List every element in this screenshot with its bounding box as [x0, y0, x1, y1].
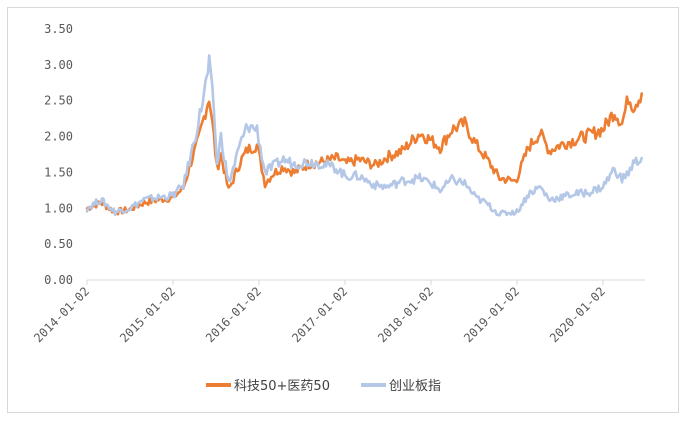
y-tick-label: 0.50 — [44, 237, 73, 251]
y-tick-label: 0.00 — [44, 273, 73, 287]
x-tick-label: 2017-01-02 — [289, 284, 350, 345]
x-tick-label: 2015-01-02 — [117, 284, 178, 345]
x-tick-label: 2018-01-02 — [375, 284, 436, 345]
series-line-1 — [85, 54, 643, 217]
x-tick-label: 2019-01-02 — [461, 284, 522, 345]
x-tick-label: 2016-01-02 — [203, 284, 264, 345]
y-tick-label: 2.50 — [44, 94, 73, 108]
legend: 科技50+医药50 创业板指 — [206, 379, 441, 394]
y-axis: 0.00 0.50 1.00 1.50 2.00 2.50 3.00 3.50 — [44, 22, 73, 287]
legend-label-0: 科技50+医药50 — [234, 379, 330, 394]
legend-label-1: 创业板指 — [389, 379, 441, 394]
x-axis: 2014-01-02 2015-01-02 2016-01-02 2017-01-02… — [31, 279, 645, 345]
y-tick-label: 1.00 — [44, 201, 73, 215]
y-tick-label: 1.50 — [44, 165, 73, 179]
y-tick-label: 2.00 — [44, 130, 73, 144]
y-tick-label: 3.50 — [44, 22, 73, 36]
y-tick-label: 3.00 — [44, 58, 73, 72]
x-tick-label: 2014-01-02 — [31, 284, 92, 345]
series-layer — [85, 54, 643, 217]
x-tick-label: 2020-01-02 — [547, 284, 608, 345]
series-line-0 — [85, 92, 643, 216]
